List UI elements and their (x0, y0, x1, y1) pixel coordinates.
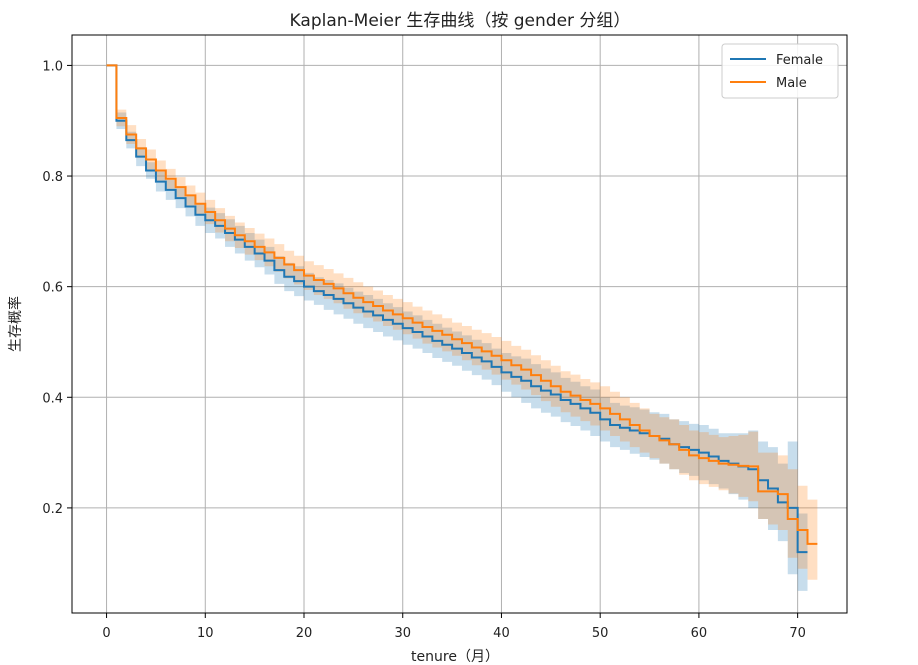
x-axis-ticks: 0 10 20 30 40 50 60 70 (102, 613, 806, 641)
y-tick-label: 1.0 (42, 59, 63, 74)
legend-box (721, 43, 839, 99)
x-tick-label: 60 (691, 626, 708, 641)
x-axis-title: tenure（月） (411, 649, 499, 665)
y-axis-ticks: 0.2 0.4 0.6 0.8 1.0 (42, 59, 72, 517)
x-tick-label: 10 (197, 626, 214, 641)
x-tick-label: 40 (493, 626, 510, 641)
chart-title: Kaplan-Meier 生存曲线（按 gender 分组） (290, 11, 631, 31)
survival-curves (106, 64, 818, 554)
survival-line-male (106, 64, 818, 545)
legend-label-male: Male (776, 76, 807, 91)
x-tick-label: 0 (102, 626, 110, 641)
plot-frame (71, 34, 848, 614)
y-tick-label: 0.6 (42, 281, 63, 296)
y-tick-label: 0.8 (42, 170, 63, 185)
y-tick-label: 0.2 (42, 502, 63, 517)
legend-label-female: Female (776, 53, 823, 68)
x-tick-label: 30 (394, 626, 411, 641)
legend: Female Male (721, 43, 839, 99)
x-tick-label: 50 (592, 626, 609, 641)
y-axis-title: 生存概率 (7, 296, 24, 352)
x-tick-label: 70 (789, 626, 806, 641)
x-tick-label: 20 (296, 626, 313, 641)
y-tick-label: 0.4 (42, 391, 63, 406)
grid (72, 35, 847, 613)
